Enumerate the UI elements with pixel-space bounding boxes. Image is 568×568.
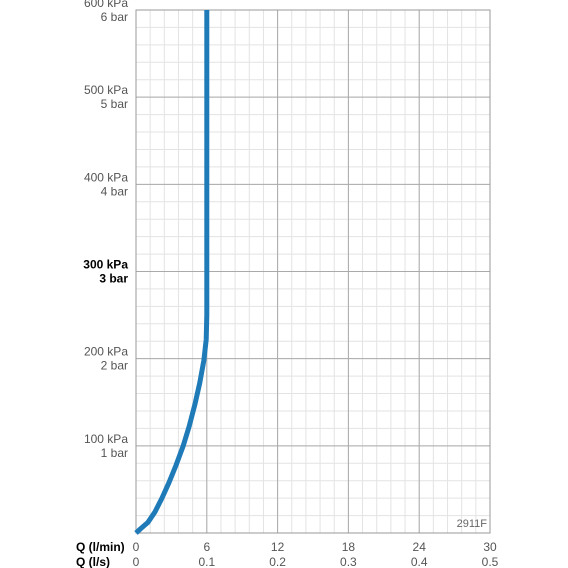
- x-tick-label: 24: [413, 540, 427, 554]
- x-axis-labels: Q (l/min) 0 6 12 18 24 30 Q (l/s) 0 0.1 0.2 0.3 0.4 0…: [76, 540, 499, 568]
- x-tick-label: 0.2: [269, 555, 286, 568]
- x-tick-label: 6: [203, 540, 210, 554]
- y-tick-label-bar: 1 bar: [101, 446, 128, 460]
- y-tick-label-bar: 6 bar: [101, 10, 128, 24]
- y-tick-label-kpa: 600 kPa: [84, 0, 128, 10]
- x-tick-label: 12: [271, 540, 285, 554]
- y-tick-label-bar: 3 bar: [99, 272, 128, 286]
- x-tick-label: 0.5: [482, 555, 499, 568]
- x-tick-label: 30: [483, 540, 497, 554]
- x-tick-label: 0: [133, 540, 140, 554]
- x-axis-name: Q (l/min): [76, 540, 125, 554]
- y-tick-label-kpa: 200 kPa: [84, 345, 128, 359]
- y-tick-label-kpa: 400 kPa: [84, 170, 128, 184]
- x-tick-label: 0.3: [340, 555, 357, 568]
- y-tick-label-bar: 5 bar: [101, 97, 128, 111]
- x-tick-label: 0.4: [411, 555, 428, 568]
- plot-frame: [135, 9, 491, 534]
- series-layer: [134, 10, 210, 535]
- y-tick-label-bar: 4 bar: [101, 184, 128, 198]
- x-tick-label: 0.1: [198, 555, 215, 568]
- product-code: 2911F: [457, 518, 488, 530]
- x-tick-label: 0: [133, 555, 140, 568]
- y-tick-label-kpa: 500 kPa: [84, 83, 128, 97]
- x-axis-name: Q (l/s): [76, 555, 110, 568]
- y-tick-label-bar: 2 bar: [101, 359, 128, 373]
- pressure-flow-curve: [134, 10, 210, 535]
- major-grid: [136, 10, 490, 533]
- y-tick-label-kpa: 300 kPa: [83, 258, 128, 272]
- x-tick-label: 18: [342, 540, 356, 554]
- y-tick-label-kpa: 100 kPa: [84, 432, 128, 446]
